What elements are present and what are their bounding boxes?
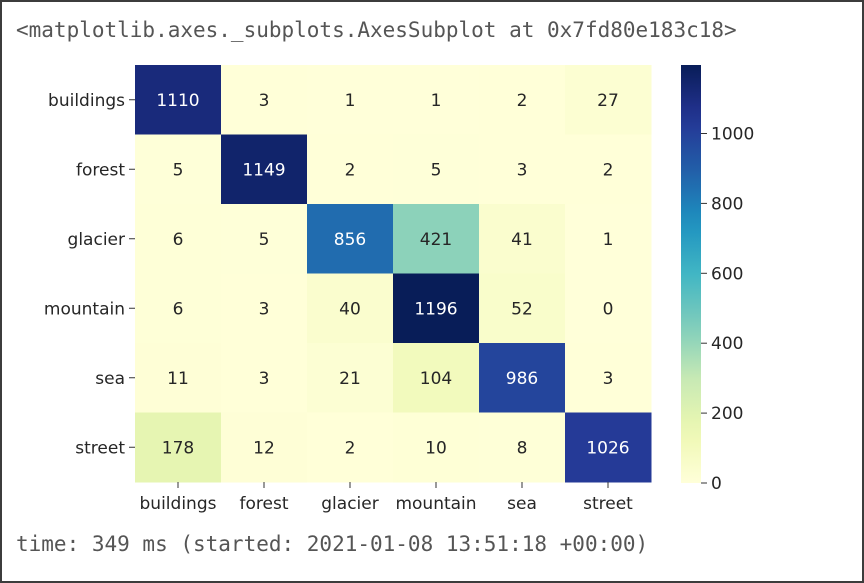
cell-value-label: 1196	[414, 299, 457, 319]
heatmap-cell	[479, 343, 566, 413]
heatmap-cell	[135, 273, 222, 344]
heatmap-cell	[221, 65, 308, 135]
cell-value-label: 11	[167, 369, 189, 389]
heatmap-cell	[393, 204, 480, 274]
cell-value-label: 1	[431, 91, 442, 111]
colorbar-tick-label: 400	[711, 334, 743, 354]
heatmap-cell	[307, 343, 394, 413]
x-tick-label: mountain	[395, 494, 476, 514]
cell-value-label: 3	[259, 91, 270, 111]
cell-value-label: 5	[173, 160, 184, 180]
heatmap-cell	[393, 65, 480, 135]
cell-value-label: 12	[253, 438, 275, 458]
cell-value-label: 856	[334, 230, 366, 250]
heatmap-cell	[565, 204, 652, 274]
colorbar	[681, 65, 701, 483]
x-tick-label: sea	[507, 494, 537, 514]
colorbar-tick-label: 1000	[711, 125, 754, 145]
heatmap-cell	[221, 273, 308, 344]
cell-value-label: 21	[339, 369, 361, 389]
colorbar-tick-label: 800	[711, 194, 743, 214]
x-tick-label: forest	[240, 494, 289, 514]
y-tick-label: sea	[95, 369, 125, 389]
axes-repr-text: <matplotlib.axes._subplots.AxesSubplot a…	[16, 18, 737, 42]
cell-value-label: 8	[517, 438, 528, 458]
cell-value-label: 2	[603, 160, 614, 180]
heatmap-cell	[393, 273, 480, 344]
x-tick-label: street	[583, 494, 633, 514]
cell-value-label: 10	[425, 438, 447, 458]
cell-value-label: 41	[511, 230, 533, 250]
heatmap-cell	[135, 134, 222, 205]
cell-value-label: 1110	[156, 91, 199, 111]
heatmap-cell	[393, 343, 480, 413]
y-tick-label: forest	[76, 160, 125, 180]
heatmap-cell	[307, 65, 394, 135]
cell-value-label: 52	[511, 299, 533, 319]
y-tick-label: buildings	[48, 91, 125, 111]
heatmap-cell	[565, 273, 652, 344]
heatmap-cell	[307, 204, 394, 274]
cell-value-label: 178	[162, 438, 194, 458]
heatmap-cell	[135, 204, 222, 274]
cell-value-label: 1	[345, 91, 356, 111]
heatmap-cell	[221, 343, 308, 413]
colorbar-tick-label: 0	[711, 474, 722, 494]
execution-time-text: time: 349 ms (started: 2021-01-08 13:51:…	[16, 532, 649, 556]
cell-value-label: 2	[345, 438, 356, 458]
heatmap-cell	[135, 65, 222, 135]
cell-value-label: 6	[173, 230, 184, 250]
heatmap-cell	[307, 412, 394, 483]
heatmap-cell	[221, 134, 308, 205]
cell-value-label: 0	[603, 299, 614, 319]
heatmap-cell	[135, 343, 222, 413]
heatmap-cell	[479, 273, 566, 344]
cell-value-label: 3	[603, 369, 614, 389]
cell-value-label: 27	[597, 91, 619, 111]
cell-value-label: 2	[517, 91, 528, 111]
y-tick-label: street	[75, 438, 125, 458]
heatmap-cell	[565, 65, 652, 135]
x-tick-label: glacier	[321, 494, 378, 514]
heatmap-cell	[479, 204, 566, 274]
colorbar-tick-label: 600	[711, 264, 743, 284]
heatmap-cell	[565, 343, 652, 413]
cell-value-label: 1026	[586, 438, 629, 458]
heatmap-cell	[565, 134, 652, 205]
cell-value-label: 1	[603, 230, 614, 250]
heatmap-cell	[307, 273, 394, 344]
heatmap-cell	[307, 134, 394, 205]
heatmap-cell	[393, 134, 480, 205]
cell-value-label: 986	[506, 369, 538, 389]
cell-value-label: 2	[345, 160, 356, 180]
cell-value-label: 40	[339, 299, 361, 319]
heatmap-cell	[479, 412, 566, 483]
cell-value-label: 3	[259, 299, 270, 319]
cell-value-label: 6	[173, 299, 184, 319]
cell-value-label: 1149	[242, 160, 285, 180]
heatmap-cell	[135, 412, 222, 483]
heatmap-cell	[479, 134, 566, 205]
y-tick-label: glacier	[68, 230, 125, 250]
cell-value-label: 5	[259, 230, 270, 250]
heatmap-cell	[565, 412, 652, 483]
heatmap-cell	[221, 204, 308, 274]
cell-value-label: 421	[420, 230, 452, 250]
heatmap-cell	[479, 65, 566, 135]
heatmap-cell	[393, 412, 480, 483]
cell-value-label: 104	[420, 369, 452, 389]
y-tick-label: mountain	[44, 299, 125, 319]
colorbar-tick-label: 200	[711, 404, 743, 424]
heatmap-cell	[221, 412, 308, 483]
cell-value-label: 3	[517, 160, 528, 180]
x-tick-label: buildings	[140, 494, 217, 514]
cell-value-label: 5	[431, 160, 442, 180]
cell-value-label: 3	[259, 369, 270, 389]
